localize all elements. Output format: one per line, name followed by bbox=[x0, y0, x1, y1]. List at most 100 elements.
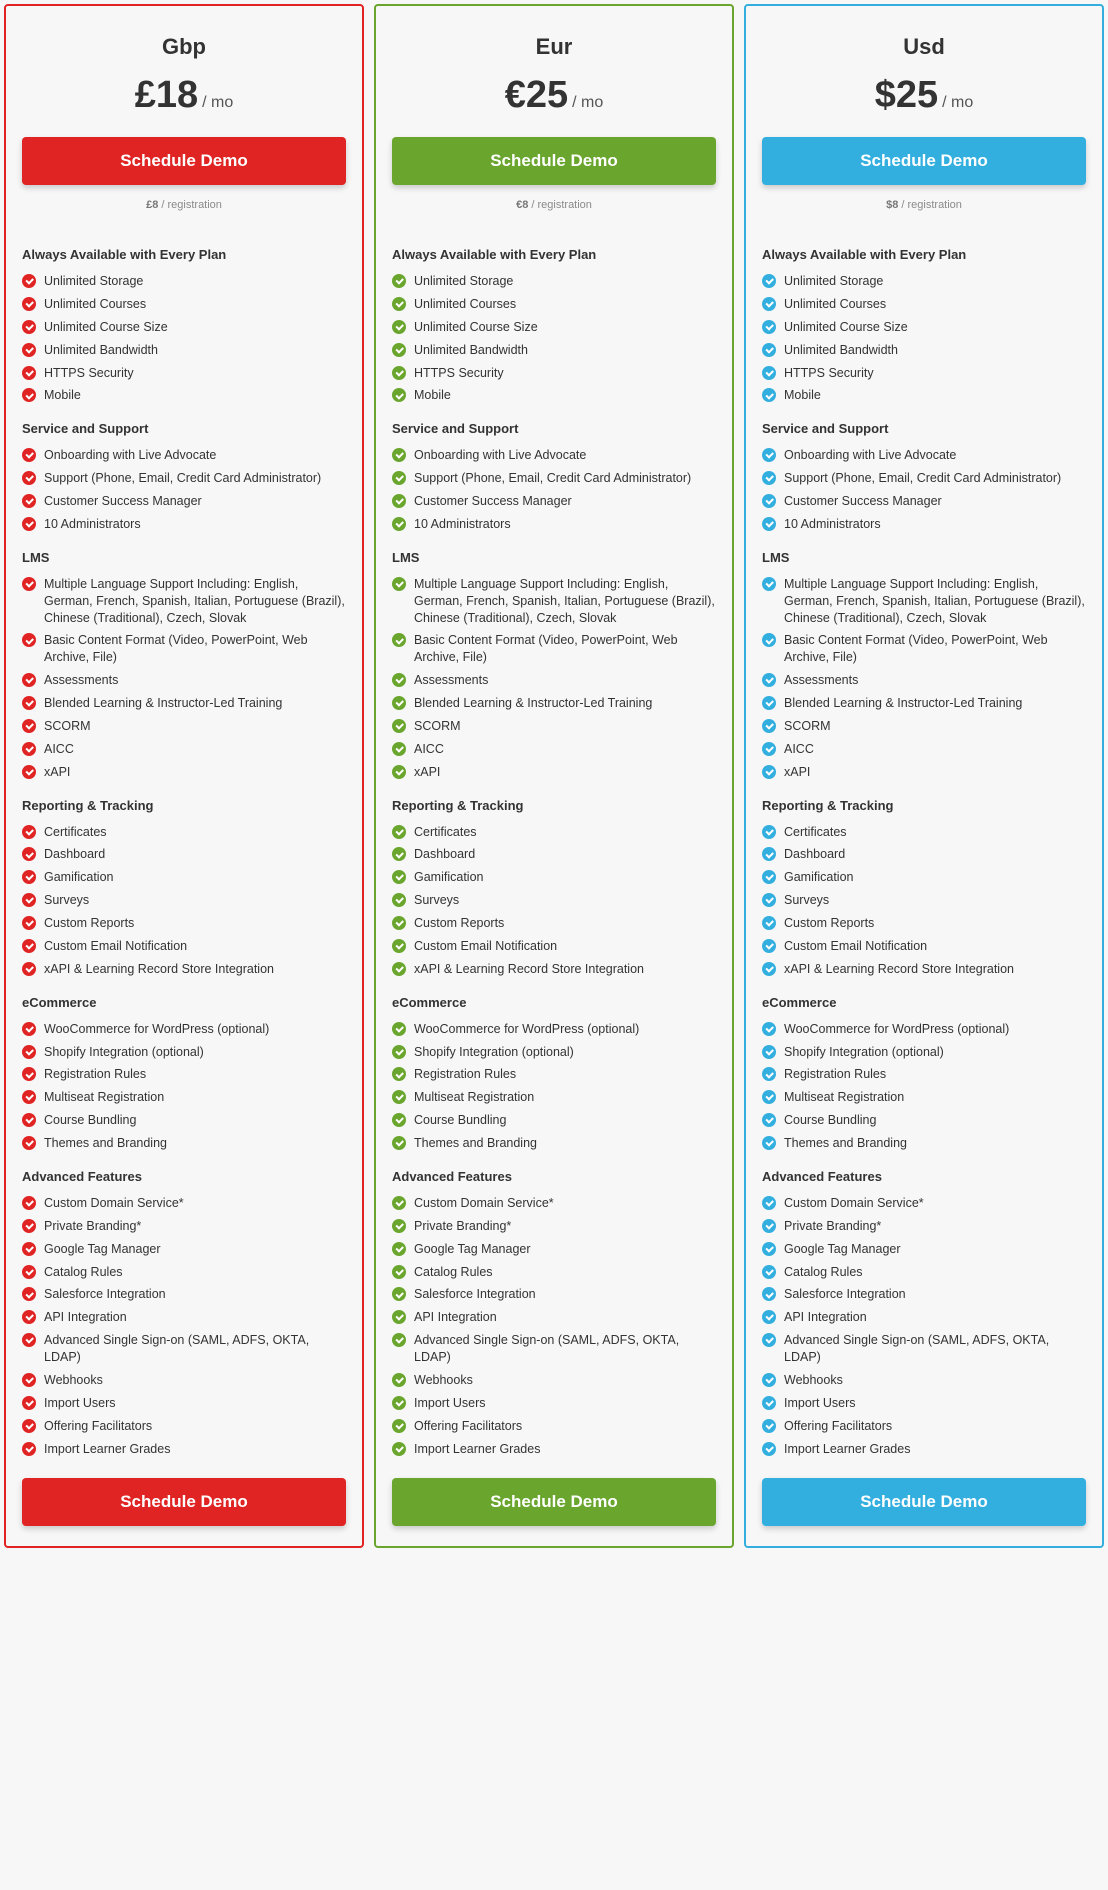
feature-label: Registration Rules bbox=[414, 1066, 516, 1083]
feature-label: Themes and Branding bbox=[784, 1135, 907, 1152]
section-heading: LMS bbox=[392, 550, 716, 565]
check-icon bbox=[762, 1090, 776, 1104]
feature-label: Course Bundling bbox=[44, 1112, 136, 1129]
feature-item: SCORM bbox=[22, 715, 346, 738]
feature-item: Multiple Language Support Including: Eng… bbox=[22, 573, 346, 630]
check-icon bbox=[22, 517, 36, 531]
check-icon bbox=[762, 742, 776, 756]
feature-label: Import Learner Grades bbox=[414, 1441, 540, 1458]
registration-price-label: / registration bbox=[531, 199, 592, 211]
feature-label: Basic Content Format (Video, PowerPoint,… bbox=[784, 632, 1086, 666]
feature-label: Mobile bbox=[414, 387, 451, 404]
feature-item: Private Branding* bbox=[392, 1215, 716, 1238]
feature-label: 10 Administrators bbox=[44, 516, 141, 533]
feature-label: API Integration bbox=[414, 1309, 497, 1326]
check-icon bbox=[392, 1067, 406, 1081]
feature-label: Salesforce Integration bbox=[44, 1286, 166, 1303]
check-icon bbox=[22, 471, 36, 485]
check-icon bbox=[392, 1333, 406, 1347]
check-icon bbox=[22, 847, 36, 861]
feature-item: Course Bundling bbox=[392, 1109, 716, 1132]
feature-label: Custom Email Notification bbox=[784, 938, 927, 955]
feature-item: Unlimited Courses bbox=[392, 293, 716, 316]
feature-label: SCORM bbox=[784, 718, 831, 735]
feature-label: API Integration bbox=[784, 1309, 867, 1326]
feature-item: Shopify Integration (optional) bbox=[22, 1041, 346, 1064]
feature-label: Webhooks bbox=[44, 1372, 103, 1389]
feature-item: Assessments bbox=[762, 669, 1086, 692]
price-row: £18/ mo bbox=[22, 74, 346, 117]
check-icon bbox=[762, 1022, 776, 1036]
registration-price-label: / registration bbox=[901, 199, 962, 211]
feature-item: SCORM bbox=[392, 715, 716, 738]
feature-item: Shopify Integration (optional) bbox=[762, 1041, 1086, 1064]
check-icon bbox=[22, 297, 36, 311]
feature-label: Google Tag Manager bbox=[784, 1241, 901, 1258]
feature-item: Offering Facilitators bbox=[22, 1415, 346, 1438]
feature-label: Catalog Rules bbox=[414, 1264, 493, 1281]
feature-item: AICC bbox=[762, 738, 1086, 761]
feature-label: Shopify Integration (optional) bbox=[784, 1044, 944, 1061]
section-heading: Service and Support bbox=[392, 421, 716, 436]
check-icon bbox=[22, 1310, 36, 1324]
feature-label: Catalog Rules bbox=[784, 1264, 863, 1281]
feature-item: Unlimited Storage bbox=[762, 270, 1086, 293]
pricing-grid: Gbp£18/ moSchedule Demo£8 / registration… bbox=[4, 4, 1104, 1548]
feature-item: Salesforce Integration bbox=[392, 1283, 716, 1306]
feature-label: Onboarding with Live Advocate bbox=[414, 447, 586, 464]
feature-item: Offering Facilitators bbox=[762, 1415, 1086, 1438]
feature-label: Import Users bbox=[414, 1395, 486, 1412]
check-icon bbox=[392, 825, 406, 839]
feature-label: Surveys bbox=[44, 892, 89, 909]
feature-label: AICC bbox=[44, 741, 74, 758]
feature-label: Gamification bbox=[784, 869, 853, 886]
price-period: / mo bbox=[572, 94, 603, 111]
feature-label: SCORM bbox=[44, 718, 91, 735]
check-icon bbox=[762, 297, 776, 311]
feature-item: Custom Domain Service* bbox=[22, 1192, 346, 1215]
feature-label: Advanced Single Sign-on (SAML, ADFS, OKT… bbox=[414, 1332, 716, 1366]
schedule-demo-button-bottom[interactable]: Schedule Demo bbox=[762, 1478, 1086, 1526]
check-icon bbox=[762, 1196, 776, 1210]
feature-item: Certificates bbox=[22, 821, 346, 844]
feature-label: 10 Administrators bbox=[784, 516, 881, 533]
pricing-card-gbp: Gbp£18/ moSchedule Demo£8 / registration… bbox=[4, 4, 364, 1548]
section-heading: Service and Support bbox=[762, 421, 1086, 436]
schedule-demo-button[interactable]: Schedule Demo bbox=[392, 137, 716, 185]
schedule-demo-button[interactable]: Schedule Demo bbox=[762, 137, 1086, 185]
check-icon bbox=[22, 1287, 36, 1301]
feature-label: Private Branding* bbox=[44, 1218, 141, 1235]
feature-item: Multiseat Registration bbox=[22, 1086, 346, 1109]
feature-item: xAPI bbox=[22, 761, 346, 784]
feature-item: Unlimited Course Size bbox=[22, 316, 346, 339]
feature-label: Multiple Language Support Including: Eng… bbox=[414, 576, 716, 627]
feature-item: Webhooks bbox=[762, 1369, 1086, 1392]
feature-label: Multiple Language Support Including: Eng… bbox=[784, 576, 1086, 627]
feature-item: Gamification bbox=[392, 866, 716, 889]
feature-item: Import Users bbox=[22, 1392, 346, 1415]
check-icon bbox=[22, 1067, 36, 1081]
feature-label: Offering Facilitators bbox=[44, 1418, 152, 1435]
check-icon bbox=[762, 765, 776, 779]
feature-item: Unlimited Courses bbox=[762, 293, 1086, 316]
feature-item: Support (Phone, Email, Credit Card Admin… bbox=[22, 467, 346, 490]
feature-label: Unlimited Courses bbox=[44, 296, 146, 313]
feature-label: Unlimited Courses bbox=[414, 296, 516, 313]
check-icon bbox=[392, 847, 406, 861]
section-heading: eCommerce bbox=[22, 995, 346, 1010]
check-icon bbox=[22, 765, 36, 779]
check-icon bbox=[762, 494, 776, 508]
registration-price-value: $8 bbox=[886, 199, 898, 211]
feature-item: Certificates bbox=[392, 821, 716, 844]
feature-item: Custom Email Notification bbox=[762, 935, 1086, 958]
feature-label: Blended Learning & Instructor-Led Traini… bbox=[414, 695, 652, 712]
schedule-demo-button-bottom[interactable]: Schedule Demo bbox=[392, 1478, 716, 1526]
schedule-demo-button-bottom[interactable]: Schedule Demo bbox=[22, 1478, 346, 1526]
feature-label: Registration Rules bbox=[44, 1066, 146, 1083]
feature-label: Import Learner Grades bbox=[44, 1441, 170, 1458]
feature-label: Private Branding* bbox=[784, 1218, 881, 1235]
feature-item: Unlimited Bandwidth bbox=[762, 339, 1086, 362]
feature-item: Webhooks bbox=[22, 1369, 346, 1392]
schedule-demo-button[interactable]: Schedule Demo bbox=[22, 137, 346, 185]
feature-item: Catalog Rules bbox=[392, 1261, 716, 1284]
